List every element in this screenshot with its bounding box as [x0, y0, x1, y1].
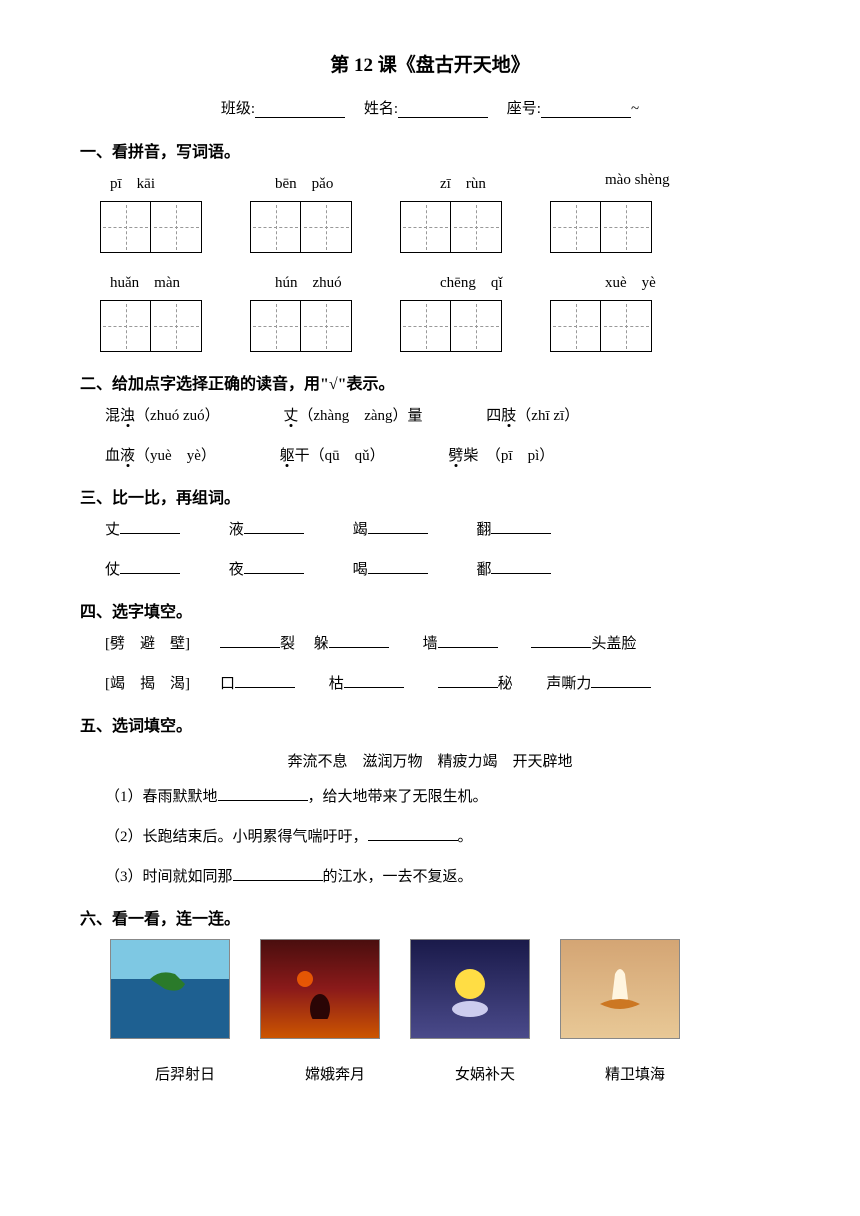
class-blank[interactable] — [255, 102, 345, 118]
tianzige-row-2 — [80, 300, 780, 352]
section5-q2: （2）长跑结束后。小明累得气喘吁吁，。 — [80, 825, 780, 849]
section2-header: 二、给加点字选择正确的读音，用"√"表示。 — [80, 370, 780, 394]
section4-line1: [劈 避 壁] 裂 躲 墙 头盖脸 — [80, 632, 780, 656]
section4-line2: [竭 揭 渴] 口 枯 秘 声嘶力 — [80, 672, 780, 696]
pinyin: mào shèng — [605, 172, 715, 193]
tianzige-box[interactable] — [550, 201, 652, 253]
pinyin: chēng qǐ — [440, 271, 550, 292]
pinyin: pī kāi — [110, 172, 220, 193]
section5-q3: （3）时间就如同那的江水，一去不复返。 — [80, 865, 780, 889]
pinyin: bēn pǎo — [275, 172, 385, 193]
section3-header: 三、比一比，再组词。 — [80, 484, 780, 508]
myth-label: 后羿射日 — [110, 1063, 260, 1084]
tianzige-box[interactable] — [400, 300, 502, 352]
myth-img-bird — [110, 939, 230, 1039]
pinyin: huǎn màn — [110, 271, 220, 292]
tianzige-box[interactable] — [100, 201, 202, 253]
pinyin-row-1: pī kāi bēn pǎo zī rùn mào shèng — [80, 172, 780, 193]
section6-header: 六、看一看，连一连。 — [80, 905, 780, 929]
myth-label: 精卫填海 — [560, 1063, 710, 1084]
pinyin: zī rùn — [440, 172, 550, 193]
myth-images — [80, 939, 780, 1039]
page-title: 第 12 课《盘古开天地》 — [80, 50, 780, 77]
myth-img-moon — [410, 939, 530, 1039]
section5-header: 五、选词填空。 — [80, 712, 780, 736]
name-label: 姓名: — [364, 101, 398, 117]
myth-label: 女娲补天 — [410, 1063, 560, 1084]
tianzige-box[interactable] — [100, 300, 202, 352]
tianzige-box[interactable] — [400, 201, 502, 253]
section2-line2: 血液（yuè yè） 躯干（qū qǔ） 劈柴 （pī pì） — [80, 444, 780, 468]
myth-img-fire — [260, 939, 380, 1039]
class-label: 班级: — [221, 101, 255, 117]
pinyin: xuè yè — [605, 271, 715, 292]
seat-label: 座号: — [507, 101, 541, 117]
student-info: 班级: 姓名: 座号:~ — [80, 97, 780, 118]
section3-row1: 丈 液 竭 翻 — [80, 518, 780, 542]
myth-img-goddess — [560, 939, 680, 1039]
seat-blank[interactable] — [541, 102, 631, 118]
tianzige-row-1 — [80, 201, 780, 253]
pinyin-row-2: huǎn màn hún zhuó chēng qǐ xuè yè — [80, 271, 780, 292]
section5-q1: （1）春雨默默地，给大地带来了无限生机。 — [80, 785, 780, 809]
section1-header: 一、看拼音，写词语。 — [80, 138, 780, 162]
myth-labels: 后羿射日 嫦娥奔月 女娲补天 精卫填海 — [80, 1063, 780, 1084]
section2-line1: 混浊（zhuó zuó） 丈（zhàng zàng）量 四肢（zhī zī） — [80, 404, 780, 428]
tianzige-box[interactable] — [250, 300, 352, 352]
section3-row2: 仗 夜 喝 鄱 — [80, 558, 780, 582]
section4-header: 四、选字填空。 — [80, 598, 780, 622]
word-bank: 奔流不息 滋润万物 精疲力竭 开天辟地 — [80, 750, 780, 771]
pinyin: hún zhuó — [275, 271, 385, 292]
name-blank[interactable] — [398, 102, 488, 118]
myth-label: 嫦娥奔月 — [260, 1063, 410, 1084]
tianzige-box[interactable] — [550, 300, 652, 352]
tianzige-box[interactable] — [250, 201, 352, 253]
